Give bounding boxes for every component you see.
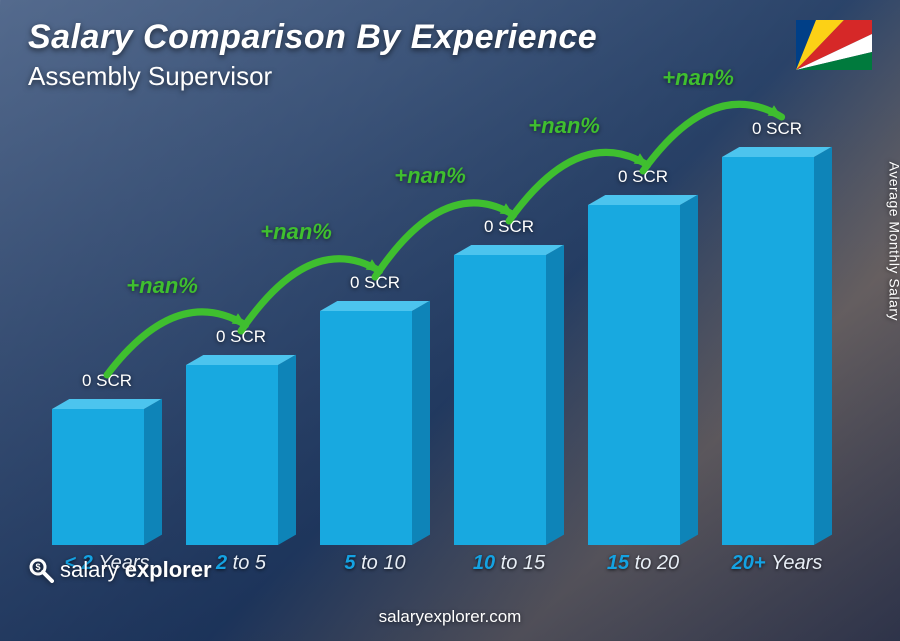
logo-word-2: explorer	[125, 557, 212, 583]
page-title: Salary Comparison By Experience	[28, 18, 872, 57]
svg-text:$: $	[35, 562, 40, 572]
magnifier-icon: $	[28, 557, 54, 583]
header: Salary Comparison By Experience Assembly…	[28, 18, 872, 92]
delta-label: +nan%	[662, 65, 734, 91]
country-flag-icon	[796, 20, 872, 70]
increase-arrow-icon	[40, 100, 846, 581]
y-axis-label: Average Monthly Salary	[886, 161, 900, 320]
footer-url: salaryexplorer.com	[0, 607, 900, 627]
infographic-stage: Salary Comparison By Experience Assembly…	[0, 0, 900, 641]
bar-chart: 0 SCR< 2 Years0 SCR2 to 5+nan%0 SCR5 to …	[40, 100, 846, 581]
page-subtitle: Assembly Supervisor	[28, 61, 872, 92]
logo-word-1: salary	[60, 557, 119, 583]
brand-logo: $ salaryexplorer	[28, 557, 212, 583]
